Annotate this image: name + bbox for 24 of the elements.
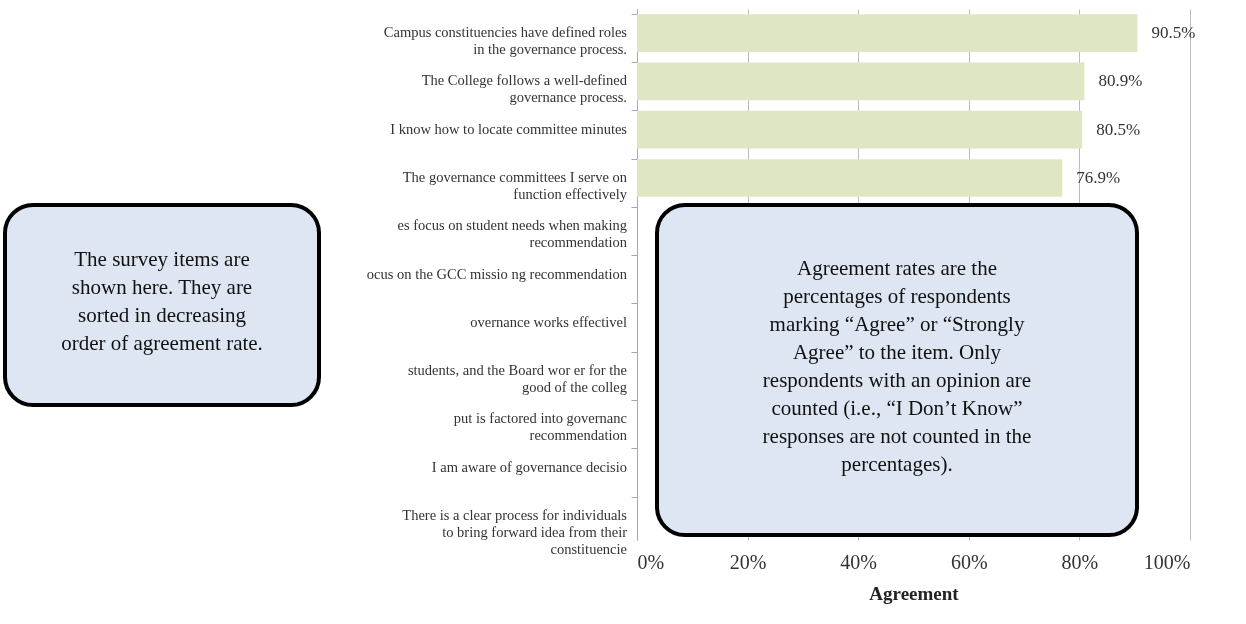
y-tick-label: students, and the Board wor er for the good of the colleg: [407, 362, 627, 396]
x-tick-label: 60%: [950, 550, 988, 573]
y-tick-label: The College follows a well-defined governance process.: [421, 72, 628, 106]
x-tick-label: 0%: [637, 550, 665, 573]
y-tick-label: ocus on the GCC missio ng recommendation: [366, 265, 628, 282]
y-tick-label: I know how to locate committee minutes: [390, 120, 628, 137]
annotation: Agreement rates are the percentages of respondents marking “Agree” or “Strongly Agree” to the item. Only respondents with an opinion are counted (i.e., “I Don’t Know” responses are not counted in the percentages).: [762, 256, 1032, 476]
y-tick-label: There is a clear process for individuals to bring forward idea from their constituencie: [402, 506, 628, 557]
text: The survey items are shown here. They are sorted in decreasing order of agreement rate.: [61, 247, 263, 355]
x-axis-title: Agreement: [869, 582, 960, 604]
x-tick-label: 100%: [1143, 550, 1191, 573]
y-tick-label: overnance works effectivel: [470, 313, 627, 330]
x-tick-label: 40%: [840, 550, 878, 573]
y-tick-label: I am aware of governance decisio: [431, 458, 627, 475]
x-tick-label: 80%: [1061, 550, 1099, 573]
data-label: 90.5%: [1151, 23, 1196, 43]
x-tick-label: 20%: [729, 550, 767, 573]
data-label: 80.9%: [1098, 71, 1143, 91]
data-label: 76.9%: [1076, 167, 1121, 187]
data-label: 80.5%: [1096, 119, 1141, 139]
y-tick-label: The governance committees I serve on function effectively: [402, 168, 628, 202]
y-tick-label: put is factored into governanc recommendation: [453, 410, 628, 444]
y-tick-label: es focus on student needs when making recommendation: [397, 217, 628, 251]
y-tick-label: Campus constituencies have defined roles in the governance process.: [383, 24, 628, 58]
